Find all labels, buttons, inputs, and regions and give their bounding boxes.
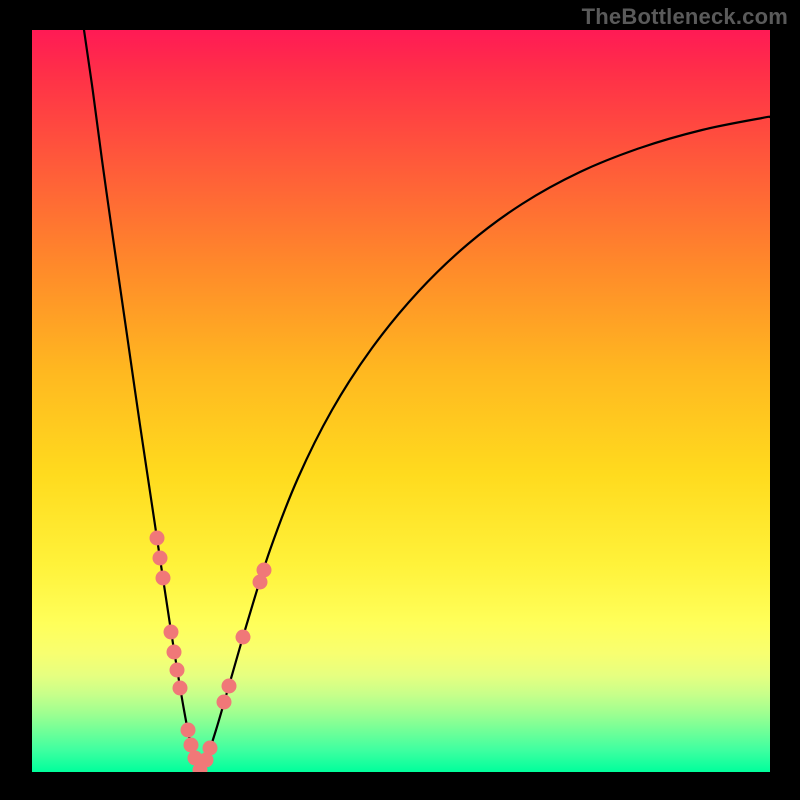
curve-left-branch bbox=[84, 30, 200, 772]
data-marker bbox=[150, 531, 165, 546]
data-marker bbox=[222, 679, 237, 694]
data-marker bbox=[184, 738, 199, 753]
data-marker bbox=[170, 663, 185, 678]
bottleneck-curve bbox=[32, 30, 770, 772]
data-marker bbox=[236, 630, 251, 645]
data-marker bbox=[181, 723, 196, 738]
data-marker bbox=[164, 625, 179, 640]
data-marker bbox=[153, 551, 168, 566]
data-marker bbox=[257, 563, 272, 578]
data-marker bbox=[203, 741, 218, 756]
watermark-text: TheBottleneck.com bbox=[582, 4, 788, 30]
chart-canvas: TheBottleneck.com bbox=[0, 0, 800, 800]
chart-plot-area bbox=[32, 30, 770, 772]
data-marker bbox=[173, 681, 188, 696]
curve-right-branch bbox=[200, 117, 770, 772]
data-marker bbox=[167, 645, 182, 660]
data-marker bbox=[156, 571, 171, 586]
data-marker bbox=[217, 695, 232, 710]
